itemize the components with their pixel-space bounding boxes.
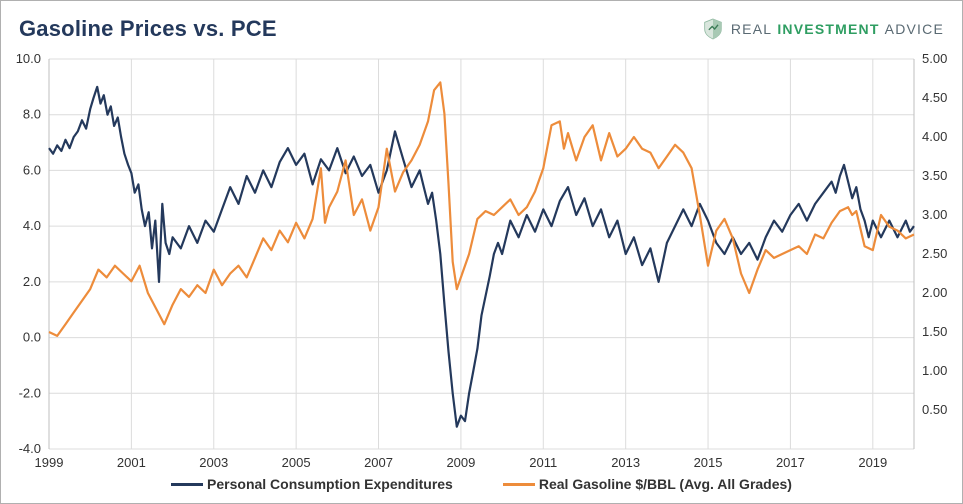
svg-text:2.00: 2.00	[922, 285, 947, 300]
legend: Personal Consumption Expenditures Real G…	[1, 473, 962, 495]
legend-item-gas: Real Gasoline $/BBL (Avg. All Grades)	[503, 476, 792, 492]
svg-text:2013: 2013	[611, 455, 640, 470]
legend-label-gas: Real Gasoline $/BBL (Avg. All Grades)	[539, 476, 792, 492]
svg-text:3.00: 3.00	[922, 207, 947, 222]
svg-text:2009: 2009	[446, 455, 475, 470]
header: Gasoline Prices vs. PCE REAL INVESTMENT …	[1, 1, 962, 47]
svg-text:2011: 2011	[529, 455, 557, 470]
svg-text:2001: 2001	[117, 455, 146, 470]
svg-text:0.0: 0.0	[23, 330, 41, 345]
legend-item-pce: Personal Consumption Expenditures	[171, 476, 453, 492]
svg-text:0.50: 0.50	[922, 402, 947, 417]
svg-text:2007: 2007	[364, 455, 393, 470]
svg-text:1999: 1999	[35, 455, 64, 470]
chart-title: Gasoline Prices vs. PCE	[19, 16, 277, 42]
chart-card: Gasoline Prices vs. PCE REAL INVESTMENT …	[0, 0, 963, 504]
svg-text:3.50: 3.50	[922, 168, 947, 183]
legend-label-pce: Personal Consumption Expenditures	[207, 476, 453, 492]
brand-logo: REAL INVESTMENT ADVICE	[703, 18, 944, 40]
svg-text:2017: 2017	[776, 455, 805, 470]
svg-text:2003: 2003	[199, 455, 228, 470]
svg-text:4.00: 4.00	[922, 129, 947, 144]
series-gas	[49, 82, 914, 336]
svg-text:5.00: 5.00	[922, 51, 947, 66]
svg-text:2019: 2019	[858, 455, 887, 470]
svg-text:6.0: 6.0	[23, 162, 41, 177]
brand-word3: ADVICE	[885, 21, 944, 37]
svg-text:4.0: 4.0	[23, 218, 41, 233]
svg-text:-4.0: -4.0	[19, 441, 41, 456]
shield-icon	[703, 18, 723, 40]
brand-text: REAL INVESTMENT ADVICE	[731, 21, 944, 37]
svg-text:1.50: 1.50	[922, 324, 947, 339]
svg-text:2005: 2005	[282, 455, 311, 470]
brand-word1: REAL	[731, 21, 772, 37]
svg-text:2.0: 2.0	[23, 274, 41, 289]
series-pce	[49, 87, 914, 427]
plot-svg: -4.0 -2.0 0.0 2.0 4.0 6.0 8.0 10.0 0.50 1.00 1.50 2…	[1, 47, 962, 473]
plot-area: -4.0 -2.0 0.0 2.0 4.0 6.0 8.0 10.0 0.50 1.00 1.50 2…	[1, 47, 962, 473]
brand-word2: INVESTMENT	[777, 21, 879, 37]
legend-swatch-pce	[171, 483, 203, 486]
svg-text:-2.0: -2.0	[19, 385, 41, 400]
svg-text:8.0: 8.0	[23, 107, 41, 122]
svg-text:10.0: 10.0	[16, 51, 41, 66]
svg-text:2.50: 2.50	[922, 246, 947, 261]
svg-text:4.50: 4.50	[922, 90, 947, 105]
legend-swatch-gas	[503, 483, 535, 486]
svg-text:2015: 2015	[694, 455, 723, 470]
svg-text:1.00: 1.00	[922, 363, 947, 378]
